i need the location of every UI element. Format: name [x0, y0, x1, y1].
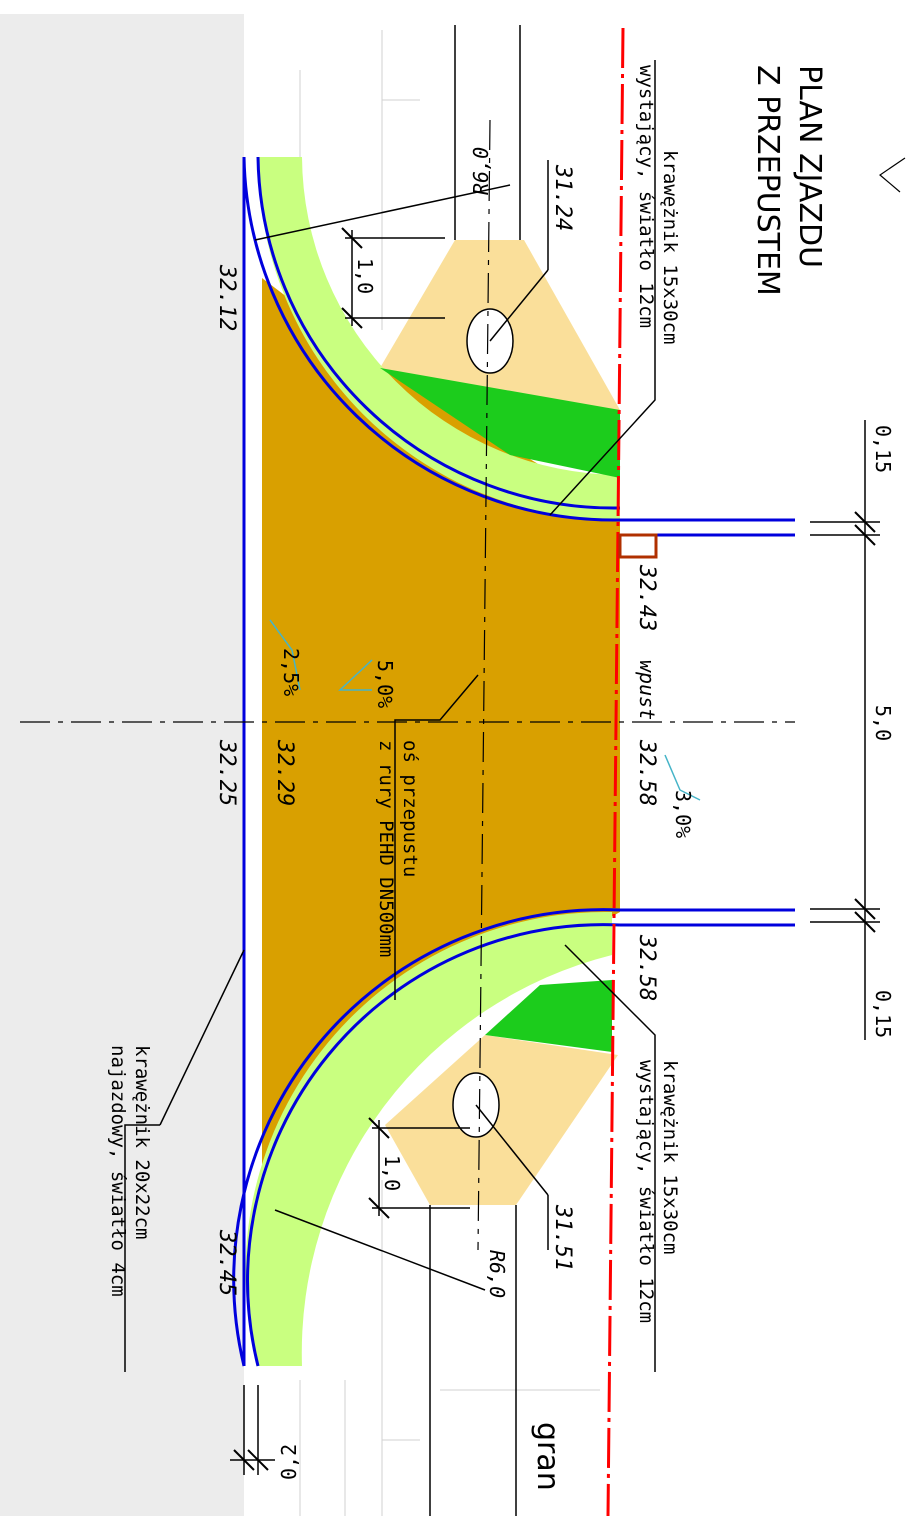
slope-main: 5,0% — [373, 660, 397, 708]
elev-3258b: 32.58 — [634, 934, 659, 1001]
slope-arrows — [269, 619, 701, 801]
green-wedge-bottom — [485, 980, 612, 1052]
curb-road-label-2: najazdowy, światło 4cm — [107, 1045, 129, 1297]
elev-3243: 32.43 — [634, 564, 659, 631]
green-wedge-top — [380, 368, 620, 478]
radius-top: R6,0 — [469, 147, 493, 195]
curb-top-label-1: krawężnik 15x30cm — [659, 150, 681, 344]
dim-curb: 0,2 — [277, 1444, 301, 1480]
culvert-label-1: oś przepustu — [399, 740, 421, 877]
elev-3151: 31.51 — [550, 1204, 575, 1271]
curb-bottom-label-1: krawężnik 15x30cm — [659, 1060, 681, 1254]
curb-top-label-2: wystający, światło 12cm — [635, 65, 657, 328]
elev-3229: 32.29 — [272, 739, 297, 806]
property-boundary-line — [606, 27, 625, 1516]
culvert-label-2: z rury PEHD DN500mm — [375, 740, 397, 957]
dim-top: 0,15 — [871, 425, 895, 473]
embankment-bottom — [385, 1035, 618, 1205]
roadway-area — [0, 14, 244, 1516]
elev-3124: 31.24 — [550, 164, 575, 231]
slope-road: 2,5% — [279, 648, 303, 696]
dim-bottom: 0,15 — [871, 990, 895, 1038]
curb-lines — [232, 156, 795, 1367]
inlet-label: wpust — [635, 660, 659, 720]
slope-edge: 3,0% — [671, 790, 695, 838]
axis-lines — [20, 119, 795, 1251]
title-line1: PLAN ZJAZDU — [792, 65, 827, 268]
elev-3225: 32.25 — [214, 739, 239, 806]
driveway-paving — [262, 278, 620, 1215]
north-marker — [879, 157, 906, 193]
offset-top: 1,0 — [353, 258, 377, 294]
radius-bottom: R6,0 — [485, 1250, 509, 1298]
dim-mid: 5,0 — [871, 705, 895, 741]
curb-road-label-1: krawężnik 20x22cm — [131, 1045, 153, 1239]
inlet-symbol — [618, 533, 658, 559]
title-line2: Z PRZEPUSTEM — [750, 65, 785, 296]
offset-bottom: 1,0 — [380, 1155, 404, 1191]
elev-3258a: 32.58 — [634, 739, 659, 806]
boundary-label: gran — [530, 1422, 565, 1491]
elev-3112: 32.12 — [214, 264, 239, 331]
curb-bottom-label-2: wystający, światło 12cm — [635, 1060, 657, 1323]
elev-3245: 32.45 — [214, 1229, 239, 1296]
dimension-ticks — [233, 227, 876, 1471]
grass-strip-top — [257, 157, 620, 521]
grass-strip-bottom — [245, 911, 612, 1366]
background-grid — [299, 30, 600, 1516]
